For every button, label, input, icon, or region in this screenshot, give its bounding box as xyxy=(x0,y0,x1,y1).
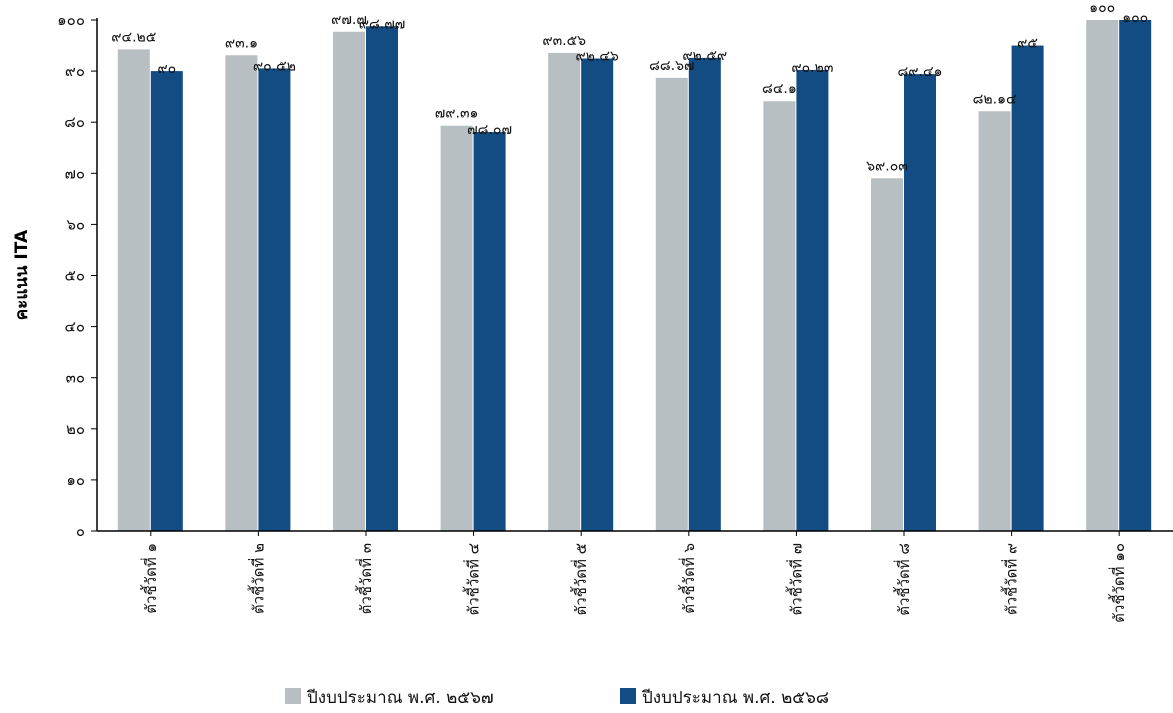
bar-2567 xyxy=(978,111,1011,532)
x-tick-label: ตัวชี้วัดที่ ๓ xyxy=(355,543,375,614)
y-tick-label: ๑๐๐ xyxy=(57,11,85,29)
x-tick-label: ตัวชี้วัดที่ ๒ xyxy=(247,543,267,614)
bar-value-label: ๙๐ xyxy=(157,61,176,77)
x-tick-label: ตัวชี้วัดที่ ๑๐ xyxy=(1108,543,1128,623)
bar-value-label: ๙๒.๔๖ xyxy=(575,49,619,65)
bar-2567 xyxy=(871,178,903,531)
bar-2568 xyxy=(1119,20,1152,531)
bar-2567 xyxy=(333,31,365,532)
bars-layer xyxy=(117,20,1152,532)
bar-value-label: ๘๒.๑๔ xyxy=(973,91,1017,107)
bar-2568 xyxy=(1011,45,1044,532)
y-tick-label: ๘๐ xyxy=(64,113,85,131)
bar-value-label: ๙๕ xyxy=(1017,36,1038,52)
bar-value-label: ๙๓.๕๖ xyxy=(542,33,586,49)
legend: ปีงบประมาณ พ.ศ. ๒๕๖๗ ปีงบประมาณ พ.ศ. ๒๕๖… xyxy=(285,688,829,708)
bar-value-label: ๙๒.๕๙ xyxy=(682,48,727,64)
x-axis: ตัวชี้วัดที่ ๑ ตัวชี้วัดที่ ๒ ตัวชี้วัดที่… xyxy=(97,530,1173,623)
bar-value-label: ๑๐๐ xyxy=(1089,0,1115,16)
bar-value-label: ๙๓.๑ xyxy=(225,35,258,51)
y-tick-label: ๕๐ xyxy=(64,267,85,285)
bar-value-label: ๑๐๐ xyxy=(1122,10,1148,26)
bar-2568 xyxy=(366,26,398,531)
bar-value-label: ๙๐.๕๒ xyxy=(253,58,296,74)
bar-2567 xyxy=(548,52,581,532)
y-tick-label: ๐ xyxy=(76,522,85,540)
bar-2568 xyxy=(796,69,829,532)
bar-value-label: ๖๙.๐๓ xyxy=(866,158,908,174)
y-axis: ๐ ๑๐ ๒๐ ๓๐ ๔๐ ๕๐ ๖๐ ๗๐ ๘๐ ๙๐ ๑๐๐ xyxy=(57,11,98,540)
y-tick-label: ๑๐ xyxy=(66,471,85,489)
bar-value-label: ๗๘.๐๗ xyxy=(467,122,512,138)
y-tick-label: ๓๐ xyxy=(66,369,85,387)
y-tick-label: ๙๐ xyxy=(65,62,85,80)
y-axis-label: คะแนน ITA xyxy=(12,229,32,320)
bar-value-label: ๙๔.๒๕ xyxy=(111,29,156,45)
x-tick-label: ตัวชี้วัดที่ ๘ xyxy=(893,543,913,616)
y-tick-label: ๖๐ xyxy=(66,215,85,233)
bar-2567 xyxy=(117,49,150,531)
legend-swatch-2567 xyxy=(285,688,301,704)
x-tick-label: ตัวชี้วัดที่ ๔ xyxy=(463,543,483,616)
x-tick-label: ตัวชี้วัดที่ ๖ xyxy=(678,543,698,614)
y-tick-label: ๔๐ xyxy=(64,318,85,336)
bar-value-label: ๘๔.๑ xyxy=(762,81,797,97)
bar-2568 xyxy=(473,132,506,531)
bar-2568 xyxy=(904,74,936,531)
x-tick-label: ตัวชี้วัดที่ ๕ xyxy=(570,543,590,616)
bar-2568 xyxy=(688,57,721,531)
bar-2567 xyxy=(763,101,796,532)
bar-2568 xyxy=(581,58,614,532)
legend-swatch-2568 xyxy=(620,688,636,704)
bar-2567 xyxy=(440,125,473,532)
bar-value-label: ๙๘.๗๗ xyxy=(359,16,406,32)
y-tick-label: ๗๐ xyxy=(65,164,85,182)
legend-label-2568: ปีงบประมาณ พ.ศ. ๒๕๖๘ xyxy=(641,688,829,708)
bar-2568 xyxy=(258,68,291,531)
bar-2567 xyxy=(225,55,258,531)
bar-value-label: ๘๙.๔๑ xyxy=(898,64,943,80)
x-tick-label: ตัวชี้วัดที่ ๙ xyxy=(1001,543,1021,615)
x-tick-label: ตัวชี้วัดที่ ๗ xyxy=(785,543,805,615)
x-tick-label: ตัวชี้วัดที่ ๑ xyxy=(140,543,160,614)
bar-2567 xyxy=(655,77,688,531)
bar-value-label: ๘๘.๖๗ xyxy=(649,58,694,74)
bar-value-label: ๙๐.๒๓ xyxy=(791,60,833,76)
y-tick-label: ๒๐ xyxy=(66,420,85,438)
bar-2568 xyxy=(150,71,183,531)
bar-value-label: ๙๗.๗ xyxy=(331,12,367,28)
legend-label-2567: ปีงบประมาณ พ.ศ. ๒๕๖๗ xyxy=(306,688,494,708)
bar-2567 xyxy=(1086,20,1119,531)
bar-value-label: ๗๙.๓๑ xyxy=(435,106,479,122)
